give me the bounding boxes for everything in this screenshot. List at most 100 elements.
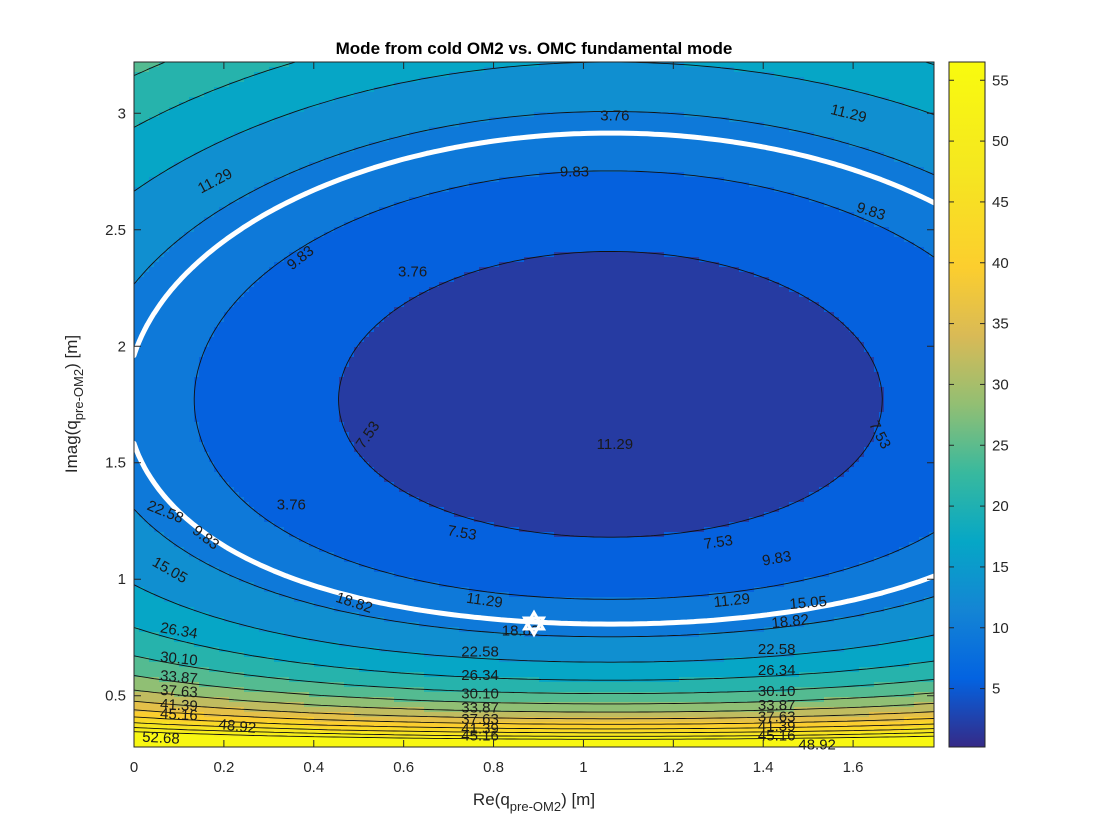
contour-fill-cell: [254, 542, 260, 548]
contour-fill-cell: [174, 252, 180, 258]
contour-fill-cell: [264, 72, 270, 78]
contour-fill-cell: [154, 242, 160, 248]
contour-fill-cell: [169, 352, 175, 358]
contour-fill-cell: [279, 682, 285, 688]
contour-fill-cell: [144, 132, 150, 138]
contour-fill-cell: [294, 177, 300, 183]
contour-fill-cell: [139, 537, 145, 543]
contour-fill-cell: [174, 192, 180, 198]
contour-fill-cell: [304, 222, 310, 228]
contour-fill-cell: [149, 587, 155, 593]
contour-fill-cell: [189, 477, 195, 483]
contour-fill-cell: [279, 597, 285, 603]
contour-fill-cell: [289, 92, 295, 98]
contour-fill-cell: [134, 737, 140, 743]
contour-fill-cell: [159, 472, 165, 478]
contour-fill-cell: [304, 317, 310, 323]
contour-fill-cell: [169, 277, 175, 283]
contour-fill-cell: [234, 127, 240, 133]
contour-fill-cell: [219, 407, 225, 413]
contour-fill-cell: [159, 362, 165, 368]
contour-fill-cell: [244, 472, 250, 478]
contour-fill-cell: [249, 172, 255, 178]
contour-fill-cell: [264, 367, 270, 373]
contour-fill-cell: [244, 697, 250, 703]
contour-fill-cell: [219, 217, 225, 223]
contour-fill-cell: [194, 227, 200, 233]
contour-fill-cell: [239, 607, 245, 613]
contour-fill-cell: [264, 532, 270, 538]
contour-fill-cell: [189, 372, 195, 378]
contour-fill-cell: [149, 217, 155, 223]
contour-fill-cell: [259, 252, 265, 258]
contour-fill-cell: [149, 207, 155, 213]
contour-fill-cell: [209, 427, 215, 433]
contour-fill-cell: [274, 347, 280, 353]
contour-fill-cell: [299, 377, 305, 383]
contour-fill-cell: [239, 592, 245, 598]
contour-fill-cell: [264, 232, 270, 238]
contour-fill-cell: [149, 432, 155, 438]
contour-fill-cell: [204, 437, 210, 443]
contour-fill-cell: [219, 512, 225, 518]
contour-fill-cell: [229, 92, 235, 98]
contour-fill-cell: [194, 587, 200, 593]
contour-fill-cell: [289, 412, 295, 418]
contour-fill-cell: [209, 62, 215, 68]
contour-fill-cell: [219, 157, 225, 163]
contour-fill-cell: [174, 112, 180, 118]
contour-fill-cell: [244, 177, 250, 183]
contour-fill-cell: [304, 462, 310, 468]
contour-fill-cell: [239, 397, 245, 403]
contour-fill-cell: [184, 502, 190, 508]
contour-fill-cell: [134, 607, 140, 613]
contour-fill-cell: [234, 67, 240, 73]
contour-fill-cell: [194, 612, 200, 618]
contour-fill-cell: [309, 387, 315, 393]
contour-fill-cell: [234, 422, 240, 428]
contour-fill-cell: [289, 292, 295, 298]
contour-fill-cell: [189, 617, 195, 623]
contour-fill-cell: [264, 177, 270, 183]
contour-fill-cell: [254, 177, 260, 183]
contour-fill-cell: [314, 367, 320, 373]
contour-fill-cell: [144, 397, 150, 403]
contour-fill-cell: [194, 292, 200, 298]
contour-fill-cell: [204, 707, 210, 713]
contour-fill-cell: [259, 432, 265, 438]
contour-fill-cell: [259, 232, 265, 238]
contour-fill-cell: [294, 292, 300, 298]
contour-fill-cell: [134, 422, 140, 428]
contour-fill-cell: [249, 252, 255, 258]
contour-fill-cell: [134, 467, 140, 473]
contour-fill-cell: [194, 437, 200, 443]
contour-fill-cell: [264, 702, 270, 708]
contour-fill-cell: [204, 327, 210, 333]
contour-fill-cell: [304, 327, 310, 333]
contour-fill-cell: [249, 357, 255, 363]
contour-fill-cell: [239, 737, 245, 743]
contour-fill-cell: [299, 182, 305, 188]
contour-fill-cell: [159, 547, 165, 553]
contour-fill-cell: [179, 342, 185, 348]
contour-fill-cell: [139, 567, 145, 573]
contour-fill-cell: [259, 482, 265, 488]
contour-fill-cell: [214, 147, 220, 153]
contour-fill-cell: [194, 297, 200, 303]
contour-fill-cell: [304, 637, 310, 643]
contour-fill-cell: [299, 302, 305, 308]
contour-fill-cell: [314, 207, 320, 213]
contour-fill-cell: [194, 272, 200, 278]
contour-fill-cell: [234, 342, 240, 348]
contour-fill-cell: [209, 97, 215, 103]
contour-fill-cell: [219, 627, 225, 633]
contour-fill-cell: [264, 602, 270, 608]
contour-fill-cell: [254, 247, 260, 253]
contour-fill-cell: [219, 637, 225, 643]
contour-fill-cell: [149, 392, 155, 398]
contour-fill-cell: [309, 682, 315, 688]
contour-fill-cell: [184, 332, 190, 338]
contour-fill-cell: [194, 307, 200, 313]
contour-fill-cell: [134, 292, 140, 298]
contour-fill-cell: [294, 587, 300, 593]
